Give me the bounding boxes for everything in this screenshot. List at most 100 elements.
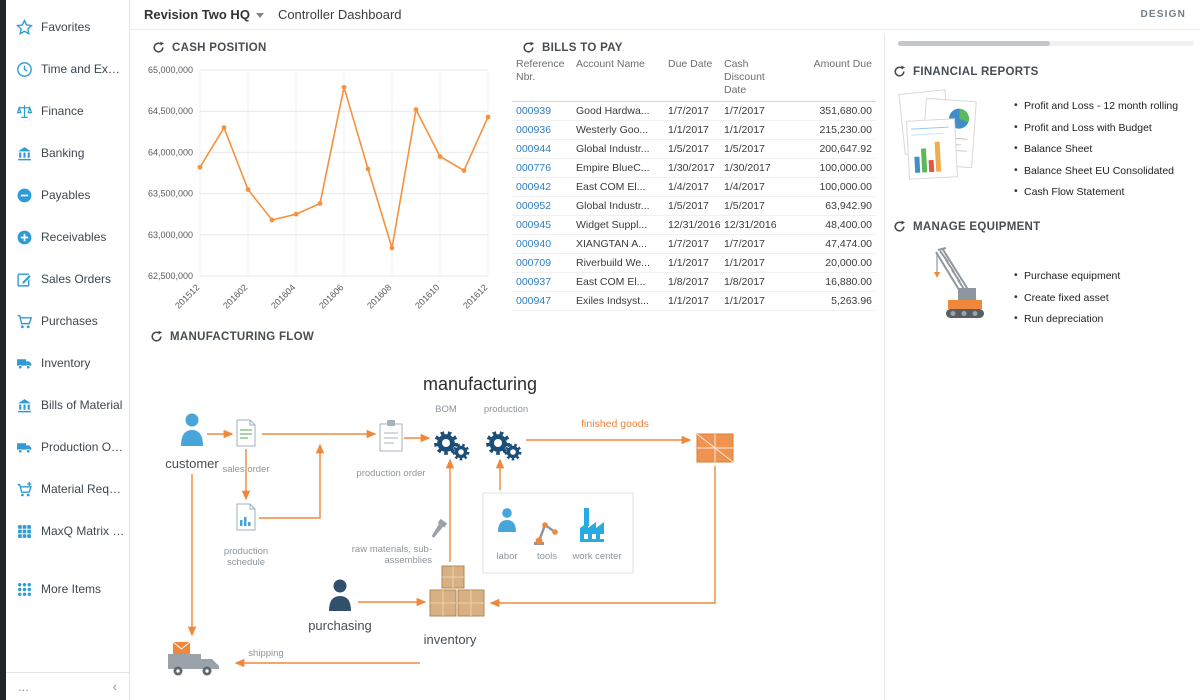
panel-title: MANAGE EQUIPMENT — [913, 220, 1041, 233]
star-icon — [16, 18, 33, 36]
sidebar-item-maxq-matrix-invent[interactable]: MaxQ Matrix Invent... — [6, 510, 129, 552]
column-divider — [884, 34, 885, 700]
refresh-icon[interactable] — [522, 41, 535, 54]
bank-icon — [16, 397, 33, 414]
discount-date-cell: 1/8/2017 — [720, 272, 788, 293]
account-cell: Global Industr... — [572, 139, 664, 160]
financial-report-link[interactable]: Cash Flow Statement — [1012, 185, 1198, 199]
account-cell: Widget Suppl... — [572, 215, 664, 236]
svg-text:201512: 201512 — [173, 282, 201, 310]
due-date-cell: 1/4/2017 — [664, 177, 720, 198]
svg-text:64,000,000: 64,000,000 — [148, 147, 193, 157]
column-header[interactable]: Due Date — [664, 56, 720, 103]
grid-icon — [16, 523, 33, 540]
sidebar-item-label: MaxQ Matrix Invent... — [41, 524, 125, 538]
svg-text:201602: 201602 — [221, 282, 249, 310]
scrollbar-horizontal[interactable] — [898, 41, 1194, 46]
refresh-icon[interactable] — [150, 330, 163, 343]
sidebar-item-label: Inventory — [41, 356, 91, 370]
shipping-truck-icon — [168, 641, 219, 676]
panel-title: CASH POSITION — [172, 41, 267, 54]
sidebar-item-more-items[interactable]: More Items — [6, 568, 129, 610]
amount-cell: 351,680.00 — [788, 101, 876, 122]
reference-link[interactable]: 000939 — [516, 105, 552, 118]
discount-date-cell: 1/1/2017 — [720, 253, 788, 274]
crane-icon — [934, 247, 984, 318]
sidebar-item-payables[interactable]: Payables — [6, 174, 129, 216]
chevron-down-icon[interactable] — [255, 13, 264, 18]
reference-link[interactable]: 000945 — [516, 219, 552, 232]
amount-cell: 47,474.00 — [788, 234, 876, 255]
nav-edge-strip — [0, 0, 6, 700]
due-date-cell: 1/1/2017 — [664, 291, 720, 312]
label-purchasing: purchasing — [308, 618, 372, 633]
column-header[interactable]: Cash Discount Date — [720, 56, 788, 103]
column-header[interactable]: Account Name — [572, 56, 664, 103]
reference-cell: 000936 — [512, 120, 572, 141]
production-gears-icon — [486, 431, 522, 461]
manage-equipment-header: MANAGE EQUIPMENT — [893, 220, 1040, 233]
sidebar-item-production-orders[interactable]: Production Orders — [6, 426, 129, 468]
refresh-icon[interactable] — [152, 41, 165, 54]
sidebar-item-time-and-expenses[interactable]: Time and Expenses — [6, 48, 129, 90]
reference-link[interactable]: 000937 — [516, 276, 552, 289]
sidebar-collapse-button[interactable]: ‹ — [112, 679, 117, 694]
sidebar-item-inventory[interactable]: Inventory — [6, 342, 129, 384]
sidebar-item-label: Favorites — [41, 20, 91, 34]
sidebar-item-banking[interactable]: Banking — [6, 132, 129, 174]
manufacturing-flow-diagram: manufacturing BOM production finished go… — [140, 348, 880, 700]
reference-link[interactable]: 000952 — [516, 200, 552, 213]
company-selector[interactable]: Revision Two HQ — [144, 7, 250, 22]
equipment-action-link[interactable]: Purchase equipment — [1012, 269, 1198, 283]
reference-link[interactable]: 000944 — [516, 143, 552, 156]
refresh-icon[interactable] — [893, 65, 906, 78]
reference-link[interactable]: 000947 — [516, 295, 552, 308]
scrollbar-thumb[interactable] — [898, 41, 1050, 46]
amount-cell: 48,400.00 — [788, 215, 876, 236]
sidebar-item-bills-of-material[interactable]: Bills of Material — [6, 384, 129, 426]
svg-text:201608: 201608 — [365, 282, 393, 310]
customer-icon — [181, 413, 203, 446]
reference-link[interactable]: 000940 — [516, 238, 552, 251]
sidebar-item-label: Sales Orders — [41, 272, 112, 286]
account-cell: XIANGTAN A... — [572, 234, 664, 255]
sidebar-item-purchases[interactable]: Purchases — [6, 300, 129, 342]
label-bom: BOM — [435, 404, 457, 415]
sidebar-more-button[interactable]: ... — [18, 679, 29, 694]
sidebar-item-label: Purchases — [41, 314, 98, 328]
amount-cell: 16,880.00 — [788, 272, 876, 293]
column-header[interactable]: Reference Nbr. — [512, 56, 572, 103]
sidebar-item-finance[interactable]: Finance — [6, 90, 129, 132]
reference-link[interactable]: 000942 — [516, 181, 552, 194]
column-header[interactable]: Amount Due — [788, 56, 876, 103]
svg-text:201612: 201612 — [461, 282, 489, 310]
financial-report-link[interactable]: Profit and Loss - 12 month rolling — [1012, 99, 1198, 113]
table-row: 000939 Good Hardwa... 1/7/2017 1/7/2017 351,… — [512, 101, 876, 122]
svg-text:65,000,000: 65,000,000 — [148, 65, 193, 75]
sidebar-item-label: More Items — [41, 582, 102, 596]
label-shipping: shipping — [248, 648, 284, 659]
sidebar-item-material-requirem[interactable]: Material Requirem... — [6, 468, 129, 510]
financial-report-link[interactable]: Balance Sheet EU Consolidated — [1012, 164, 1198, 178]
label-production-order: production order — [356, 468, 426, 479]
reference-link[interactable]: 000936 — [516, 124, 552, 137]
edit-icon — [16, 271, 33, 288]
sidebar-item-favorites[interactable]: Favorites — [6, 6, 129, 48]
sidebar-items: Favorites Time and Expenses Finance Banking… — [6, 6, 129, 610]
equipment-action-link[interactable]: Create fixed asset — [1012, 291, 1198, 305]
reference-link[interactable]: 000776 — [516, 162, 552, 175]
bills-to-pay-table-wrap: Reference Nbr. Account Name Due Date Cash D… — [512, 56, 876, 312]
financial-report-link[interactable]: Profit and Loss with Budget — [1012, 121, 1198, 135]
design-button[interactable]: DESIGN — [1140, 9, 1186, 20]
sidebar-item-sales-orders[interactable]: Sales Orders — [6, 258, 129, 300]
refresh-icon[interactable] — [893, 220, 906, 233]
sidebar-item-receivables[interactable]: Receivables — [6, 216, 129, 258]
minus-circle-icon — [16, 187, 33, 204]
reference-link[interactable]: 000709 — [516, 257, 552, 270]
panel-title: BILLS TO PAY — [542, 41, 623, 54]
amount-cell: 215,230.00 — [788, 120, 876, 141]
financial-report-link[interactable]: Balance Sheet — [1012, 142, 1198, 156]
equipment-action-link[interactable]: Run depreciation — [1012, 312, 1198, 326]
table-row: 000945 Widget Suppl... 12/31/2016 12/31/201… — [512, 215, 876, 236]
sidebar: Favorites Time and Expenses Finance Banking… — [6, 0, 130, 700]
